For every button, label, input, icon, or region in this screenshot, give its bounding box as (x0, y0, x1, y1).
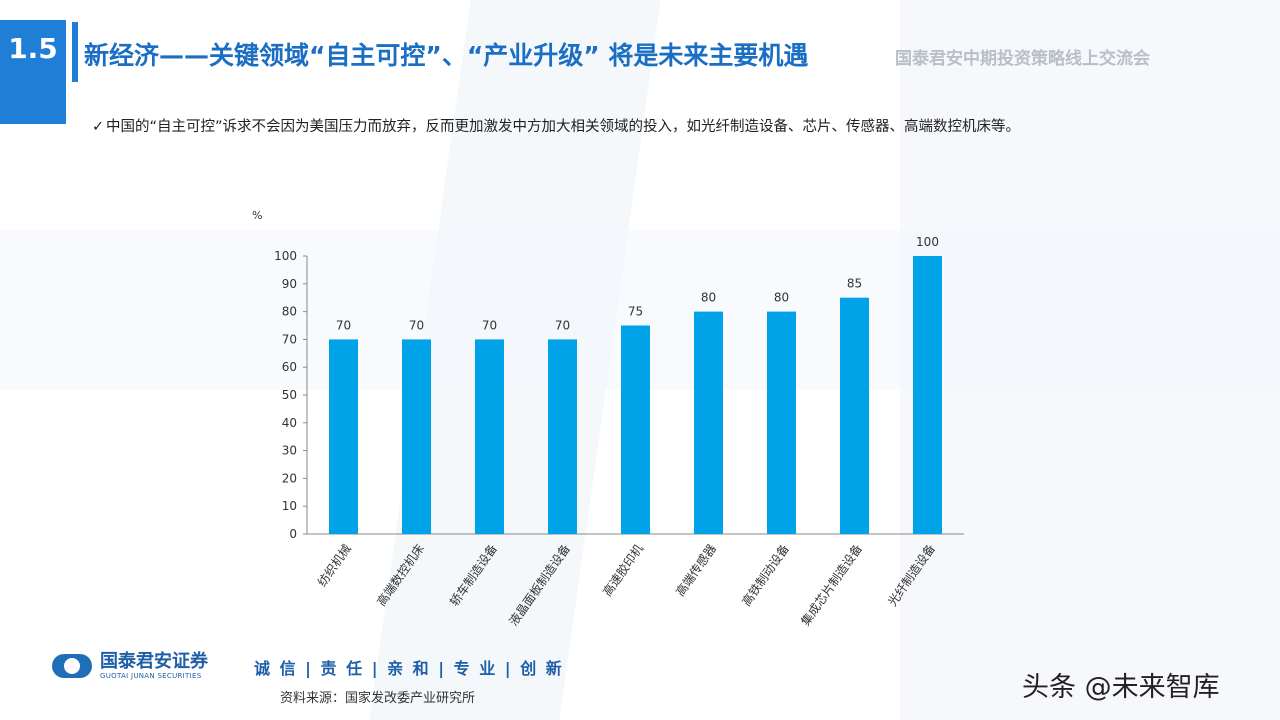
bar (329, 339, 358, 534)
x-tick-label: 高速胶印机 (599, 541, 646, 599)
data-label: 75 (628, 305, 643, 319)
x-tick-label: 纺织机械 (314, 541, 354, 589)
data-label: 70 (409, 318, 424, 332)
section-number-badge: 1.5 (0, 20, 66, 124)
bullet-point: ✓ 中国的“自主可控”诉求不会因为美国压力而放弃，反而更加激发中方加大相关领域的… (92, 112, 1112, 142)
x-tick-label: 高端传感器 (672, 541, 719, 599)
y-tick-label: 10 (282, 499, 297, 513)
y-tick-label: 20 (282, 471, 297, 485)
y-tick-label: 50 (282, 388, 297, 402)
bullet-text: 中国的“自主可控”诉求不会因为美国压力而放弃，反而更加激发中方加大相关领域的投入… (106, 119, 1021, 135)
x-tick-label: 光纤制造设备 (885, 542, 938, 609)
header-subtitle: 国泰君安中期投资策略线上交流会 (895, 49, 1150, 69)
y-unit-label: % (252, 209, 262, 222)
data-label: 70 (482, 318, 497, 332)
bar (475, 339, 504, 534)
bar (548, 339, 577, 534)
x-tick-label: 高铁制动设备 (738, 541, 792, 609)
logo-icon (52, 654, 92, 678)
y-tick-label: 30 (282, 444, 297, 458)
x-tick-label: 轿车制造设备 (446, 541, 500, 609)
logo-name-en: GUOTAI JUNAN SECURITIES (100, 672, 202, 680)
bar (913, 256, 942, 534)
x-tick-label: 集成芯片制造设备 (798, 541, 865, 628)
y-tick-label: 60 (282, 360, 297, 374)
y-tick-label: 0 (289, 527, 297, 541)
y-tick-label: 100 (274, 249, 297, 263)
logo-name-cn: 国泰君安证券 (100, 651, 208, 672)
data-label: 70 (555, 318, 570, 332)
data-label: 80 (774, 291, 789, 305)
data-label: 80 (701, 291, 716, 305)
bar (694, 311, 723, 534)
data-label: 100 (916, 235, 939, 249)
y-tick-label: 40 (282, 416, 297, 430)
title-accent-bar (72, 22, 78, 82)
data-source: 资料来源：国家发改委产业研究所 (280, 691, 476, 706)
company-slogan: 诚 信 | 责 任 | 亲 和 | 专 业 | 创 新 (254, 659, 564, 678)
x-tick-label: 液晶面板制造设备 (506, 541, 573, 628)
y-tick-label: 90 (282, 277, 297, 291)
y-tick-label: 70 (282, 332, 297, 346)
data-label: 70 (336, 318, 351, 332)
x-tick-label: 高端数控机床 (373, 541, 427, 609)
bar (767, 311, 796, 534)
y-tick-label: 80 (282, 305, 297, 319)
page-title: 新经济——关键领域“自主可控”、“产业升级” 将是未来主要机遇 (84, 41, 809, 70)
bar (621, 325, 650, 534)
check-icon: ✓ (92, 119, 105, 135)
watermark: 头条 @未来智库 (1022, 672, 1220, 703)
bar (840, 297, 869, 534)
data-label: 85 (847, 277, 862, 291)
bar (402, 339, 431, 534)
company-logo: 国泰君安证券 GUOTAI JUNAN SECURITIES (52, 652, 208, 680)
